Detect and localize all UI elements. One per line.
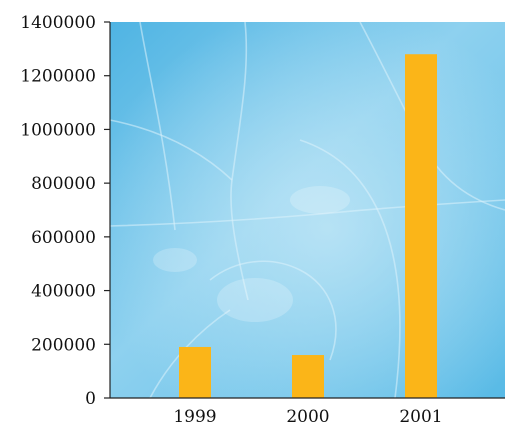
bar-2001 xyxy=(405,54,437,398)
bar-1999 xyxy=(179,346,211,398)
plot-background-image xyxy=(109,21,506,399)
x-tick-label: 2001 xyxy=(399,407,442,427)
y-tick-label: 600000 xyxy=(31,228,96,248)
x-tick-label: 2000 xyxy=(286,407,329,427)
bar-series xyxy=(179,54,437,398)
y-tick-label: 1000000 xyxy=(20,120,96,140)
x-axis: 1999 2000 2001 xyxy=(110,397,505,427)
y-axis: 0 200000 400000 600000 800000 1000000 1200000 1… xyxy=(20,13,111,409)
y-tick-label: 400000 xyxy=(31,282,96,302)
bar-2000 xyxy=(292,355,324,398)
y-tick-label: 800000 xyxy=(31,174,96,194)
y-tick-label: 200000 xyxy=(31,335,96,355)
y-tick-label: 0 xyxy=(85,389,96,409)
y-tick-label: 1400000 xyxy=(20,13,96,33)
x-tick-label: 1999 xyxy=(173,407,216,427)
y-tick-label: 1200000 xyxy=(20,67,96,87)
